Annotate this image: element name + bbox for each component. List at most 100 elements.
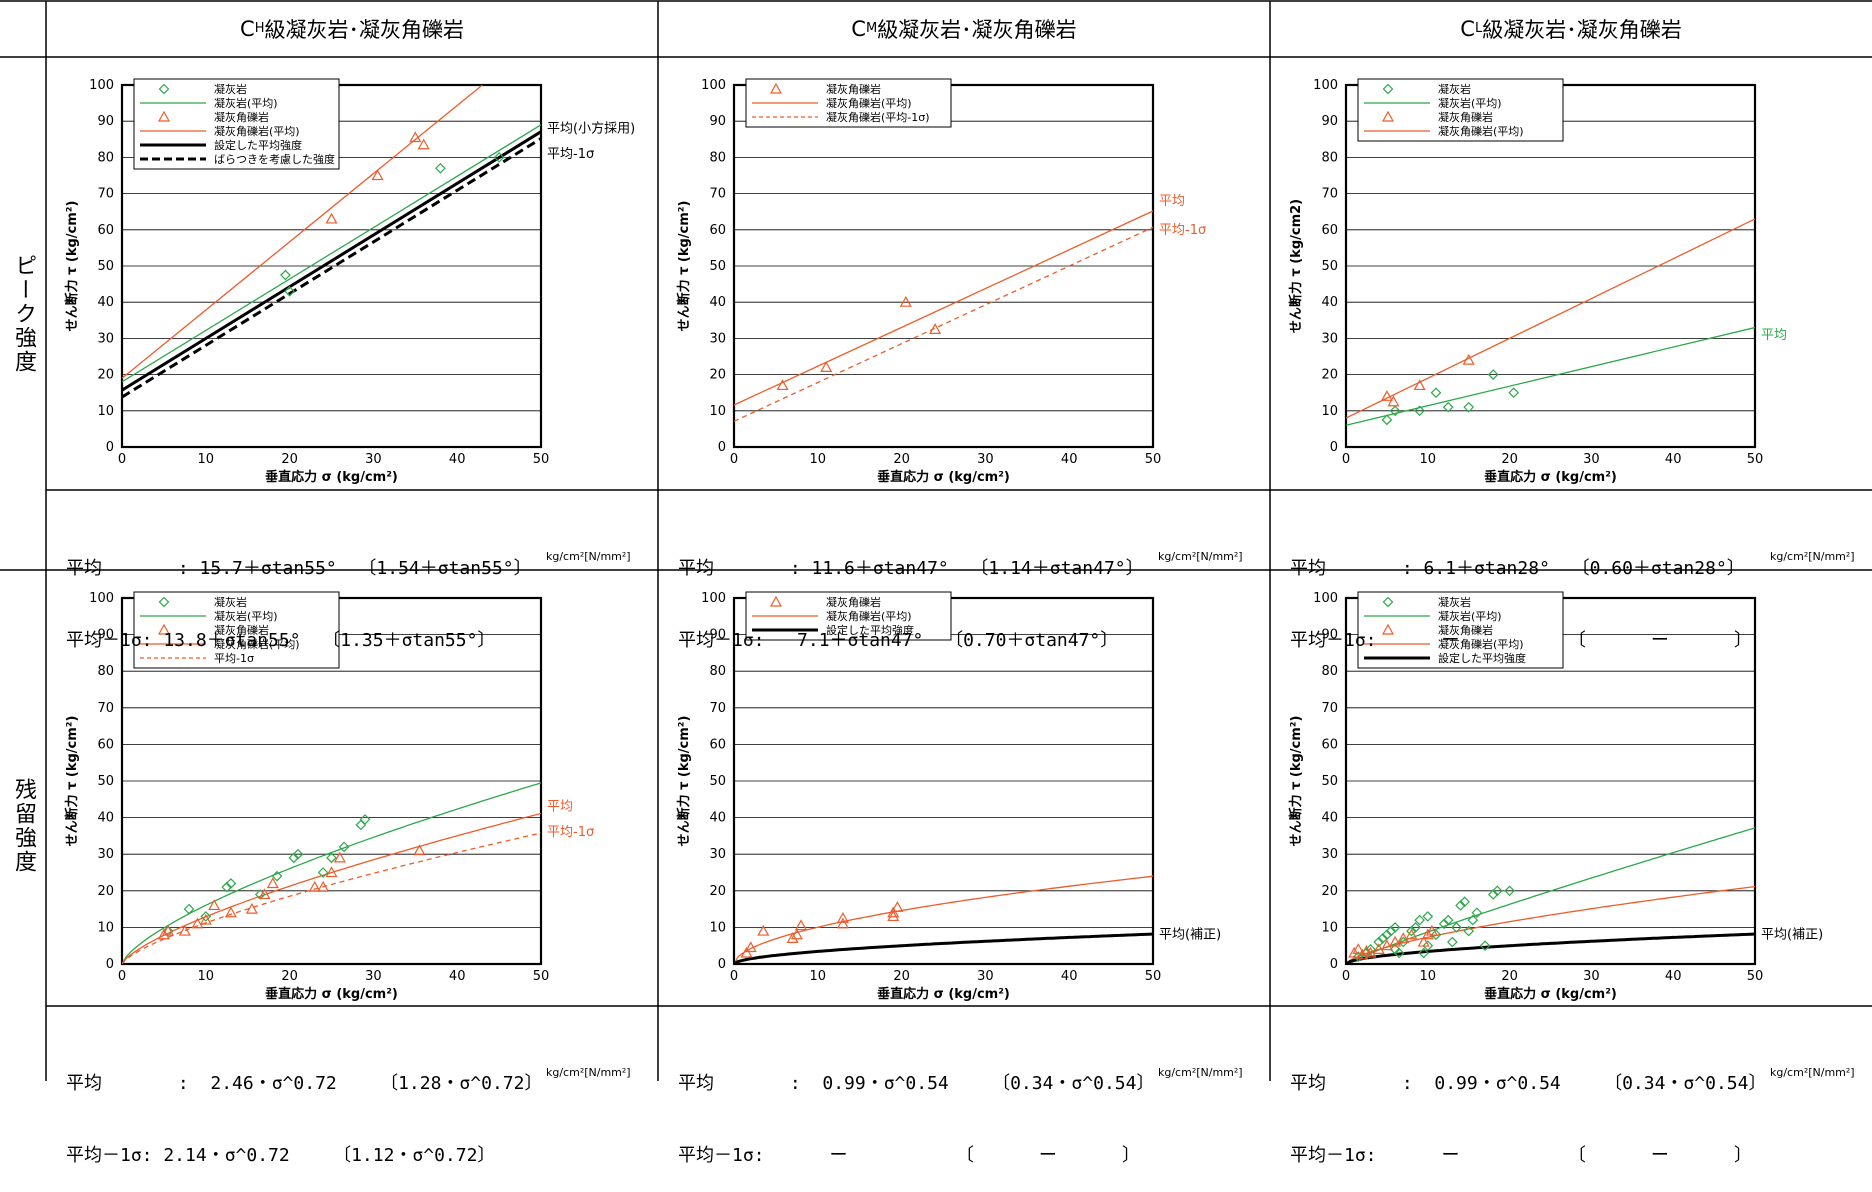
- data-point-diamond: [1422, 940, 1434, 952]
- y-tick-label: 50: [1321, 774, 1338, 789]
- plot-area: [1346, 827, 1755, 964]
- x-tick-label: 50: [533, 452, 550, 467]
- unit-label: kg/cm²[N/mm²]: [1158, 1066, 1243, 1079]
- x-tick-label: 30: [365, 452, 382, 467]
- x-tick-label: 10: [810, 452, 827, 467]
- column-header-ch: C H 級凝灰岩･凝灰角礫岩: [240, 16, 464, 42]
- series-curve: [1346, 932, 1755, 964]
- y-tick-label: 30: [97, 847, 114, 862]
- legend-label: ばらつきを考慮した強度: [214, 152, 335, 166]
- y-axis-label: せん断力 τ (kg/cm²): [676, 201, 692, 332]
- unit-label: kg/cm²[N/mm²]: [546, 1066, 631, 1079]
- y-tick-label: 60: [97, 737, 114, 752]
- series-line: [122, 130, 541, 392]
- data-point-diamond: [1442, 914, 1454, 926]
- data-point-triangle: [929, 323, 942, 334]
- data-point-diamond: [1504, 885, 1515, 897]
- data-point-diamond: [183, 903, 195, 915]
- plot-area: [1346, 218, 1755, 426]
- data-point-diamond: [493, 152, 505, 163]
- data-point-diamond: [1467, 914, 1479, 926]
- data-point-diamond: [1389, 922, 1401, 933]
- data-point-triangle: [1380, 390, 1393, 401]
- y-tick-label: 100: [1313, 591, 1338, 606]
- formula-line-minus1sigma: 平均－1σ: ー 〔 ー 〕: [678, 1145, 1140, 1166]
- data-point-diamond: [271, 870, 283, 882]
- data-point-triangle: [769, 595, 783, 607]
- x-tick-label: 20: [1501, 969, 1518, 984]
- chart-residual-ch: 0 10 20 30 40 50 60 70 80 90 100 0 10 20 30 40 50 垂直応力 σ …: [64, 591, 594, 1002]
- x-tick-label: 40: [1061, 452, 1078, 467]
- data-point-diamond: [1406, 925, 1417, 937]
- x-tick-label: 0: [730, 452, 738, 467]
- legend-box: [133, 78, 340, 170]
- data-point-diamond: [355, 819, 367, 831]
- y-tick-label: 20: [97, 884, 114, 899]
- data-point-diamond: [1451, 922, 1462, 933]
- data-point-triangle: [157, 110, 171, 122]
- legend-label: 凝灰角礫岩: [1438, 110, 1493, 124]
- y-tick-label: 40: [1321, 295, 1338, 310]
- y-tick-label: 90: [1321, 114, 1338, 129]
- data-point-diamond: [1381, 929, 1393, 941]
- data-point-diamond: [1446, 936, 1458, 948]
- x-tick-label: 50: [1747, 969, 1764, 984]
- data-point-triangle: [836, 917, 849, 929]
- annotation-label: 平均-1σ: [547, 147, 594, 162]
- legend-label: 凝灰角礫岩: [1438, 623, 1493, 637]
- data-point-triangle: [790, 928, 803, 940]
- data-point-diamond: [225, 878, 237, 889]
- data-point-diamond: [200, 911, 212, 922]
- data-point-triangle: [891, 901, 904, 912]
- y-tick-label: 10: [97, 920, 114, 935]
- data-point-triangle: [740, 946, 753, 958]
- data-point-triangle: [208, 899, 221, 911]
- series-line: [122, 124, 541, 383]
- annotation-label: 平均(補正): [1761, 928, 1823, 943]
- series-curve: [734, 875, 1153, 964]
- x-tick-label: 30: [1583, 969, 1600, 984]
- x-tick-label: 10: [198, 452, 215, 467]
- chart-residual-cm: 0 10 20 30 40 50 60 70 80 90 100 0 10 20 30 40 50 垂直応力 σ …: [676, 591, 1221, 1002]
- x-axis-label: 垂直応力 σ (kg/cm²): [1484, 469, 1617, 485]
- y-axis-label: せん断力 τ (kg/cm2): [1288, 199, 1304, 333]
- x-tick-label: 10: [198, 969, 215, 984]
- y-tick-label: 20: [709, 884, 726, 899]
- formula-residual-cl: 平均 : 0.99・σ^0.54 〔0.34・σ^0.54〕 平均－1σ: ー …: [1290, 1024, 1766, 1192]
- data-point-triangle: [199, 913, 212, 925]
- chart-residual-cl: 0 10 20 30 40 50 60 70 80 90 100 0 10 20 30 40 50 垂直応力 σ …: [1288, 591, 1823, 1002]
- series-line: [122, 85, 483, 379]
- x-tick-label: 20: [893, 452, 910, 467]
- y-tick-label: 50: [1321, 259, 1338, 274]
- y-tick-label: 40: [97, 295, 114, 310]
- x-tick-label: 50: [1145, 969, 1162, 984]
- x-tick-label: 10: [1420, 452, 1437, 467]
- x-axis-label: 垂直応力 σ (kg/cm²): [1484, 986, 1617, 1002]
- y-tick-label: 90: [97, 628, 114, 643]
- data-point-triangle: [333, 851, 346, 863]
- data-point-diamond: [1491, 885, 1503, 897]
- data-point-triangle: [308, 880, 321, 892]
- y-tick-label: 20: [709, 368, 726, 383]
- y-tick-label: 0: [718, 957, 726, 972]
- data-point-triangle: [1348, 946, 1361, 958]
- data-point-diamond: [359, 814, 371, 825]
- y-tick-label: 50: [709, 774, 726, 789]
- formula-line-minus1sigma: 平均－1σ: 2.14・σ^0.72 〔1.12・σ^0.72〕: [66, 1145, 496, 1166]
- x-axis-label: 垂直応力 σ (kg/cm²): [265, 986, 398, 1002]
- x-tick-label: 30: [977, 452, 994, 467]
- data-point-diamond: [288, 852, 300, 864]
- y-tick-label: 70: [97, 187, 114, 202]
- legend-box: [1357, 591, 1564, 669]
- data-point-diamond: [1487, 889, 1499, 900]
- data-point-triangle: [1372, 943, 1385, 954]
- formula-line-minus1sigma: 平均－1σ: 7.1＋σtan47° 〔0.70＋σtan47°〕: [678, 630, 1119, 651]
- y-tick-label: 80: [97, 150, 114, 165]
- y-axis-label: せん断力 τ (kg/cm²): [64, 201, 80, 332]
- y-tick-label: 10: [1321, 404, 1338, 419]
- data-point-triangle: [887, 910, 900, 922]
- y-tick-label: 70: [1321, 187, 1338, 202]
- legend-label: 設定した平均強度: [826, 623, 914, 637]
- y-tick-label: 30: [709, 847, 726, 862]
- data-point-triangle: [178, 924, 191, 936]
